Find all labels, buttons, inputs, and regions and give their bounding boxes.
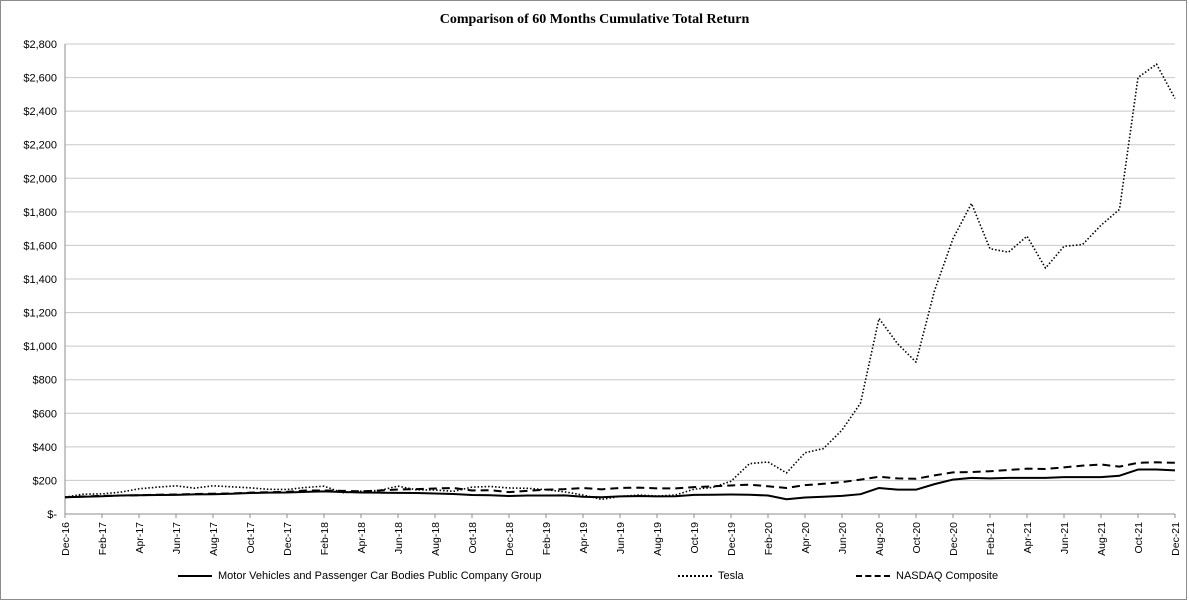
x-tick-label: Oct-17	[245, 522, 257, 554]
legend-label: NASDAQ Composite	[896, 570, 999, 582]
x-tick-label: Dec-16	[60, 522, 72, 556]
legend-dashed-line-icon	[856, 575, 890, 577]
x-tick-label: Dec-20	[948, 522, 960, 556]
x-tick-label: Dec-18	[504, 522, 516, 556]
x-tick-label: Apr-21	[1022, 522, 1034, 554]
x-tick-label: Jun-18	[393, 522, 405, 554]
x-tick-label: Oct-21	[1133, 522, 1145, 554]
legend-item-motor-vehicles: Motor Vehicles and Passenger Car Bodies …	[178, 570, 541, 582]
y-tick-label: $2,800	[23, 39, 57, 51]
x-tick-label: Jun-20	[837, 522, 849, 554]
x-tick-label: Dec-17	[282, 522, 294, 556]
x-tick-label: Dec-19	[726, 522, 738, 556]
x-tick-label: Apr-19	[578, 522, 590, 554]
x-tick-label: Jun-21	[1059, 522, 1071, 554]
x-tick-label: Aug-18	[430, 522, 442, 556]
legend-dotted-line-icon	[678, 575, 712, 577]
x-tick-label: Feb-19	[541, 522, 553, 555]
x-tick-label: Aug-19	[652, 522, 664, 556]
x-tick-label: Dec-21	[1170, 522, 1182, 556]
legend-item-nasdaq: NASDAQ Composite	[856, 570, 998, 582]
x-tick-label: Aug-20	[874, 522, 886, 556]
y-tick-label: $1,000	[23, 341, 57, 353]
y-tick-label: $2,000	[23, 173, 57, 185]
x-tick-label: Aug-21	[1096, 522, 1108, 556]
legend-item-tesla: Tesla	[678, 570, 744, 582]
y-tick-label: $200	[33, 475, 57, 487]
x-tick-label: Oct-19	[689, 522, 701, 554]
x-tick-label: Jun-17	[171, 522, 183, 554]
legend-label: Tesla	[718, 570, 744, 582]
y-tick-label: $1,600	[23, 240, 57, 252]
y-tick-label: $1,200	[23, 308, 57, 320]
x-tick-label: Oct-20	[911, 522, 923, 554]
legend: Motor Vehicles and Passenger Car Bodies …	[0, 568, 1189, 588]
x-tick-label: Apr-17	[134, 522, 146, 554]
x-tick-label: Oct-18	[467, 522, 479, 554]
y-tick-label: $1,400	[23, 274, 57, 286]
series-line-tesla	[64, 63, 1176, 501]
legend-label: Motor Vehicles and Passenger Car Bodies …	[218, 570, 542, 582]
x-tick-label: Feb-20	[763, 522, 775, 555]
y-tick-label: $2,200	[23, 140, 57, 152]
x-tick-label: Aug-17	[208, 522, 220, 556]
y-tick-label: $600	[33, 408, 57, 420]
x-tick-label: Feb-18	[319, 522, 331, 555]
series-line-motor-vehicles	[64, 468, 1176, 501]
y-tick-label: $800	[33, 375, 57, 387]
legend-solid-line-icon	[178, 575, 212, 577]
y-tick-label: $400	[33, 442, 57, 454]
y-tick-label: $2,600	[23, 73, 57, 85]
x-tick-label: Apr-18	[356, 522, 368, 554]
y-tick-label: $2,400	[23, 106, 57, 118]
x-tick-label: Feb-17	[97, 522, 109, 555]
series-line-nasdaq	[64, 461, 1176, 499]
x-tick-label: Jun-19	[615, 522, 627, 554]
y-tick-label: $1,800	[23, 207, 57, 219]
chart-title: Comparison of 60 Months Cumulative Total…	[439, 12, 750, 27]
y-tick-label: $-	[47, 509, 57, 521]
x-tick-label: Feb-21	[985, 522, 997, 555]
x-tick-label: Apr-20	[800, 522, 812, 554]
